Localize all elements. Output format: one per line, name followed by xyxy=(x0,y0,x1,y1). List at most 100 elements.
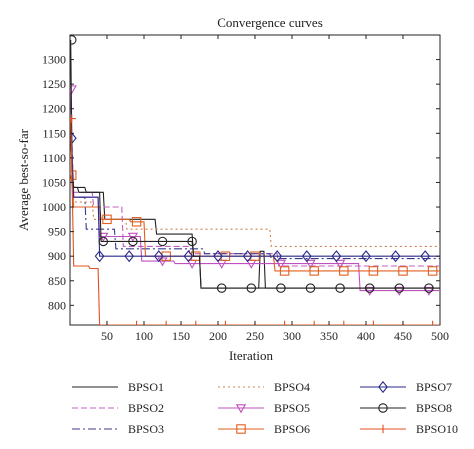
marker-bpso7 xyxy=(301,250,312,263)
marker-bpso7 xyxy=(124,250,135,263)
marker-bpso5 xyxy=(364,286,375,296)
plot-area xyxy=(69,34,441,326)
x-tick-label: 300 xyxy=(283,329,301,343)
legend-item-bpso3: BPSO3 xyxy=(72,422,164,436)
marker-bpso7 xyxy=(361,250,371,263)
marker-bpso10 xyxy=(339,320,348,325)
marker-bpso5 xyxy=(423,286,435,296)
legend-marker xyxy=(378,403,388,413)
plot-frame xyxy=(69,34,441,326)
marker-bpso5 xyxy=(275,259,287,269)
marker-bpso6 xyxy=(131,217,142,227)
y-tick-label: 1150 xyxy=(42,126,66,140)
x-tick-label: 100 xyxy=(135,329,153,343)
marker-bpso7 xyxy=(242,250,253,263)
x-tick-label: 350 xyxy=(320,329,338,343)
legend-label: BPSO10 xyxy=(416,422,458,436)
legend-label: BPSO3 xyxy=(128,422,164,436)
marker-bpso8 xyxy=(128,236,138,247)
legend-item-bpso1: BPSO1 xyxy=(72,380,164,394)
marker-bpso10 xyxy=(428,320,437,325)
marker-bpso6 xyxy=(427,266,438,276)
y-tick-label: 1100 xyxy=(42,151,66,165)
marker-bpso8 xyxy=(187,236,197,247)
marker-bpso8 xyxy=(394,283,405,293)
series-line-bpso7 xyxy=(70,138,440,257)
x-axis-title: Iteration xyxy=(229,348,274,363)
marker-bpso5 xyxy=(127,232,139,242)
y-axis-ticks: 800 850 900 950 1000 1050 1100 1150 1200 1250 1300 xyxy=(42,53,440,312)
marker-bpso6 xyxy=(102,214,112,225)
series-line-bpso1 xyxy=(70,118,440,289)
y-tick-label: 1000 xyxy=(42,200,66,214)
marker-bpso10 xyxy=(191,320,200,325)
marker-bpso8 xyxy=(364,283,375,293)
marker-bpso10 xyxy=(132,320,141,325)
marker-bpso6 xyxy=(398,266,408,276)
marker-bpso8 xyxy=(276,283,286,293)
chart-title: Convergence curves xyxy=(217,15,323,30)
legend-marker xyxy=(378,424,388,434)
legend-label: BPSO5 xyxy=(274,401,310,415)
marker-bpso7 xyxy=(390,250,401,263)
marker-bpso6 xyxy=(279,266,290,276)
series-line-bpso10 xyxy=(70,118,440,325)
legend-label: BPSO8 xyxy=(416,401,452,415)
legend-label: BPSO1 xyxy=(128,380,164,394)
marker-bpso5 xyxy=(334,259,346,269)
marker-bpso8 xyxy=(216,283,227,293)
y-tick-label: 1300 xyxy=(42,53,66,67)
marker-bpso7 xyxy=(213,250,223,263)
legend-item-bpso8: BPSO8 xyxy=(360,401,452,415)
series-line-bpso4 xyxy=(70,133,440,247)
marker-bpso10 xyxy=(280,320,289,325)
x-tick-label: 400 xyxy=(357,329,375,343)
legend-marker xyxy=(378,380,388,394)
marker-bpso8 xyxy=(305,283,316,293)
x-axis-ticks: 50 100 150 200 250 300 350 400 450 500 xyxy=(101,35,449,343)
marker-bpso10 xyxy=(162,320,171,325)
legend-item-bpso10: BPSO10 xyxy=(360,422,458,436)
y-tick-label: 1250 xyxy=(42,77,66,91)
x-tick-label: 500 xyxy=(431,329,449,343)
marker-bpso8 xyxy=(246,283,257,293)
y-tick-label: 900 xyxy=(48,249,66,263)
marker-bpso7 xyxy=(420,250,431,263)
x-tick-label: 50 xyxy=(101,329,113,343)
marker-bpso10 xyxy=(70,114,76,123)
series-lines xyxy=(70,35,440,325)
y-tick-label: 950 xyxy=(48,225,66,239)
marker-bpso10 xyxy=(310,320,319,325)
series-line-bpso6 xyxy=(70,175,440,272)
x-tick-label: 200 xyxy=(209,329,227,343)
marker-bpso8 xyxy=(335,283,345,293)
y-tick-label: 1050 xyxy=(42,175,66,189)
marker-bpso5 xyxy=(394,286,405,296)
x-tick-label: 450 xyxy=(394,329,412,343)
legend: BPSO1 BPSO2 BPSO3 BPSO4 BPSO5 BPSO6 BPSO7 BPSO8… xyxy=(72,380,458,436)
legend-label: BPSO4 xyxy=(274,380,310,394)
marker-bpso8 xyxy=(157,236,168,247)
marker-bpso7 xyxy=(153,250,164,263)
marker-bpso8 xyxy=(98,236,109,247)
marker-bpso10 xyxy=(369,320,378,325)
legend-marker xyxy=(236,424,246,434)
marker-bpso7 xyxy=(331,250,342,263)
legend-label: BPSO2 xyxy=(128,401,164,415)
y-tick-label: 1200 xyxy=(42,102,66,116)
legend-item-bpso4: BPSO4 xyxy=(218,380,310,394)
series-markers-bpso6 xyxy=(70,170,438,276)
legend-label: BPSO7 xyxy=(416,380,452,394)
series-line-bpso8 xyxy=(70,39,440,289)
y-axis-title: Average best-so-far xyxy=(16,128,31,231)
x-tick-label: 250 xyxy=(246,329,264,343)
series-line-bpso2 xyxy=(70,118,440,267)
legend-item-bpso6: BPSO6 xyxy=(218,422,310,436)
marker-bpso6 xyxy=(368,266,379,276)
y-tick-label: 850 xyxy=(48,274,66,288)
y-tick-label: 800 xyxy=(48,298,66,312)
marker-bpso7 xyxy=(272,250,283,263)
marker-bpso7 xyxy=(183,250,194,263)
marker-bpso5 xyxy=(305,259,316,269)
